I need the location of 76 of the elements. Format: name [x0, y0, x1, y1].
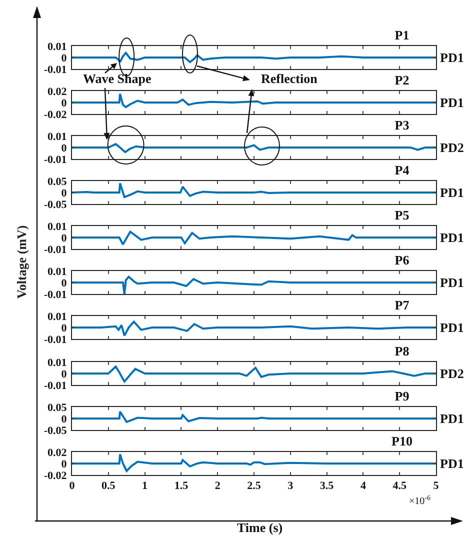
x-tick-label: 0	[69, 480, 76, 492]
line-series	[72, 276, 436, 294]
x-tick-label: 3	[288, 480, 294, 492]
text: PD1	[440, 50, 464, 65]
y-tick-label: 0.05	[48, 176, 68, 188]
y-tick-label: -0.01	[44, 64, 67, 76]
chart-title: P4	[394, 162, 410, 178]
y-tick-label: 0.01	[48, 266, 67, 278]
line-series	[72, 182, 436, 198]
text: PD1	[440, 456, 464, 471]
x-tick-label: 4.5	[392, 480, 407, 492]
x-tick-label: 5	[433, 480, 440, 492]
text: PD1	[440, 275, 464, 290]
line-series	[72, 410, 436, 423]
x-tick-label: 1	[142, 480, 148, 492]
y-tick-label: 0.01	[48, 40, 67, 53]
x-tick-label: 3.5	[320, 480, 334, 492]
chart-title: P10	[392, 434, 412, 449]
y-tick-label: 0	[61, 232, 68, 244]
y-tick-label: 0	[61, 413, 68, 426]
y-tick-label: 0.01	[48, 220, 67, 233]
text: ×10$^{-6}$	[409, 494, 431, 508]
y-tick-label: 0.05	[48, 402, 68, 414]
y-tick-label: 0.01	[48, 356, 67, 369]
y-tick-label: 0	[61, 368, 68, 380]
x-tick-label: 2.5	[247, 480, 262, 492]
y-tick-label: 0	[61, 277, 68, 290]
text: PD1	[440, 95, 464, 110]
y-tick-label: -0.01	[44, 288, 67, 301]
text: PD1	[440, 185, 464, 200]
y-tick-label: 0.02	[48, 446, 68, 459]
line-series	[72, 52, 436, 64]
y-tick-label: 0	[61, 322, 68, 334]
line-series	[72, 230, 436, 246]
y-tick-label: -0.01	[44, 334, 67, 346]
line-series	[72, 143, 436, 154]
y-tick-label: 0	[61, 97, 68, 110]
chart-title: P5	[394, 208, 410, 223]
chart-title: P9	[394, 388, 410, 404]
text: Reflection	[261, 71, 318, 86]
chart-title: P6	[394, 252, 410, 268]
y-tick-label: -0.01	[44, 244, 67, 256]
line-series	[72, 92, 436, 108]
text: PD2	[440, 140, 464, 155]
x-tick-label: 4	[360, 480, 366, 492]
chart-title: P7	[394, 298, 410, 313]
y-tick-label: -0.02	[44, 470, 68, 482]
line-series	[72, 320, 436, 337]
y-axis-title: Voltage (mV)	[14, 225, 30, 299]
y-tick-label: -0.05	[44, 198, 68, 211]
text: PD2	[440, 366, 464, 381]
x-tick-label: 0.5	[102, 480, 116, 492]
text: PD1	[440, 230, 464, 245]
chart-title: P1	[394, 28, 410, 43]
chart-title: P3	[394, 118, 410, 133]
y-tick-label: 0	[61, 187, 68, 200]
text: PD1	[440, 411, 464, 426]
x-tick-label: 1.5	[174, 480, 189, 492]
x-axis-title: Time (s)	[237, 520, 283, 535]
chart-title: P8	[394, 344, 410, 359]
x-tick-label: 2	[214, 480, 221, 492]
y-tick-label: -0.01	[44, 154, 67, 166]
y-tick-label: -0.05	[44, 424, 68, 437]
y-tick-label: 0.01	[48, 310, 67, 323]
text: Wave Shape	[83, 71, 152, 86]
chart-title: P2	[394, 72, 410, 88]
text: PD1	[440, 320, 464, 335]
y-tick-label: 0.01	[48, 130, 67, 143]
y-tick-label: -0.01	[44, 380, 67, 392]
y-tick-label: 0	[61, 52, 68, 64]
line-series	[72, 366, 436, 383]
line-series	[72, 453, 436, 472]
y-tick-label: -0.02	[44, 108, 68, 121]
y-tick-label: 0	[61, 458, 68, 470]
y-tick-label: 0	[61, 142, 68, 154]
y-tick-label: 0.02	[48, 86, 68, 98]
